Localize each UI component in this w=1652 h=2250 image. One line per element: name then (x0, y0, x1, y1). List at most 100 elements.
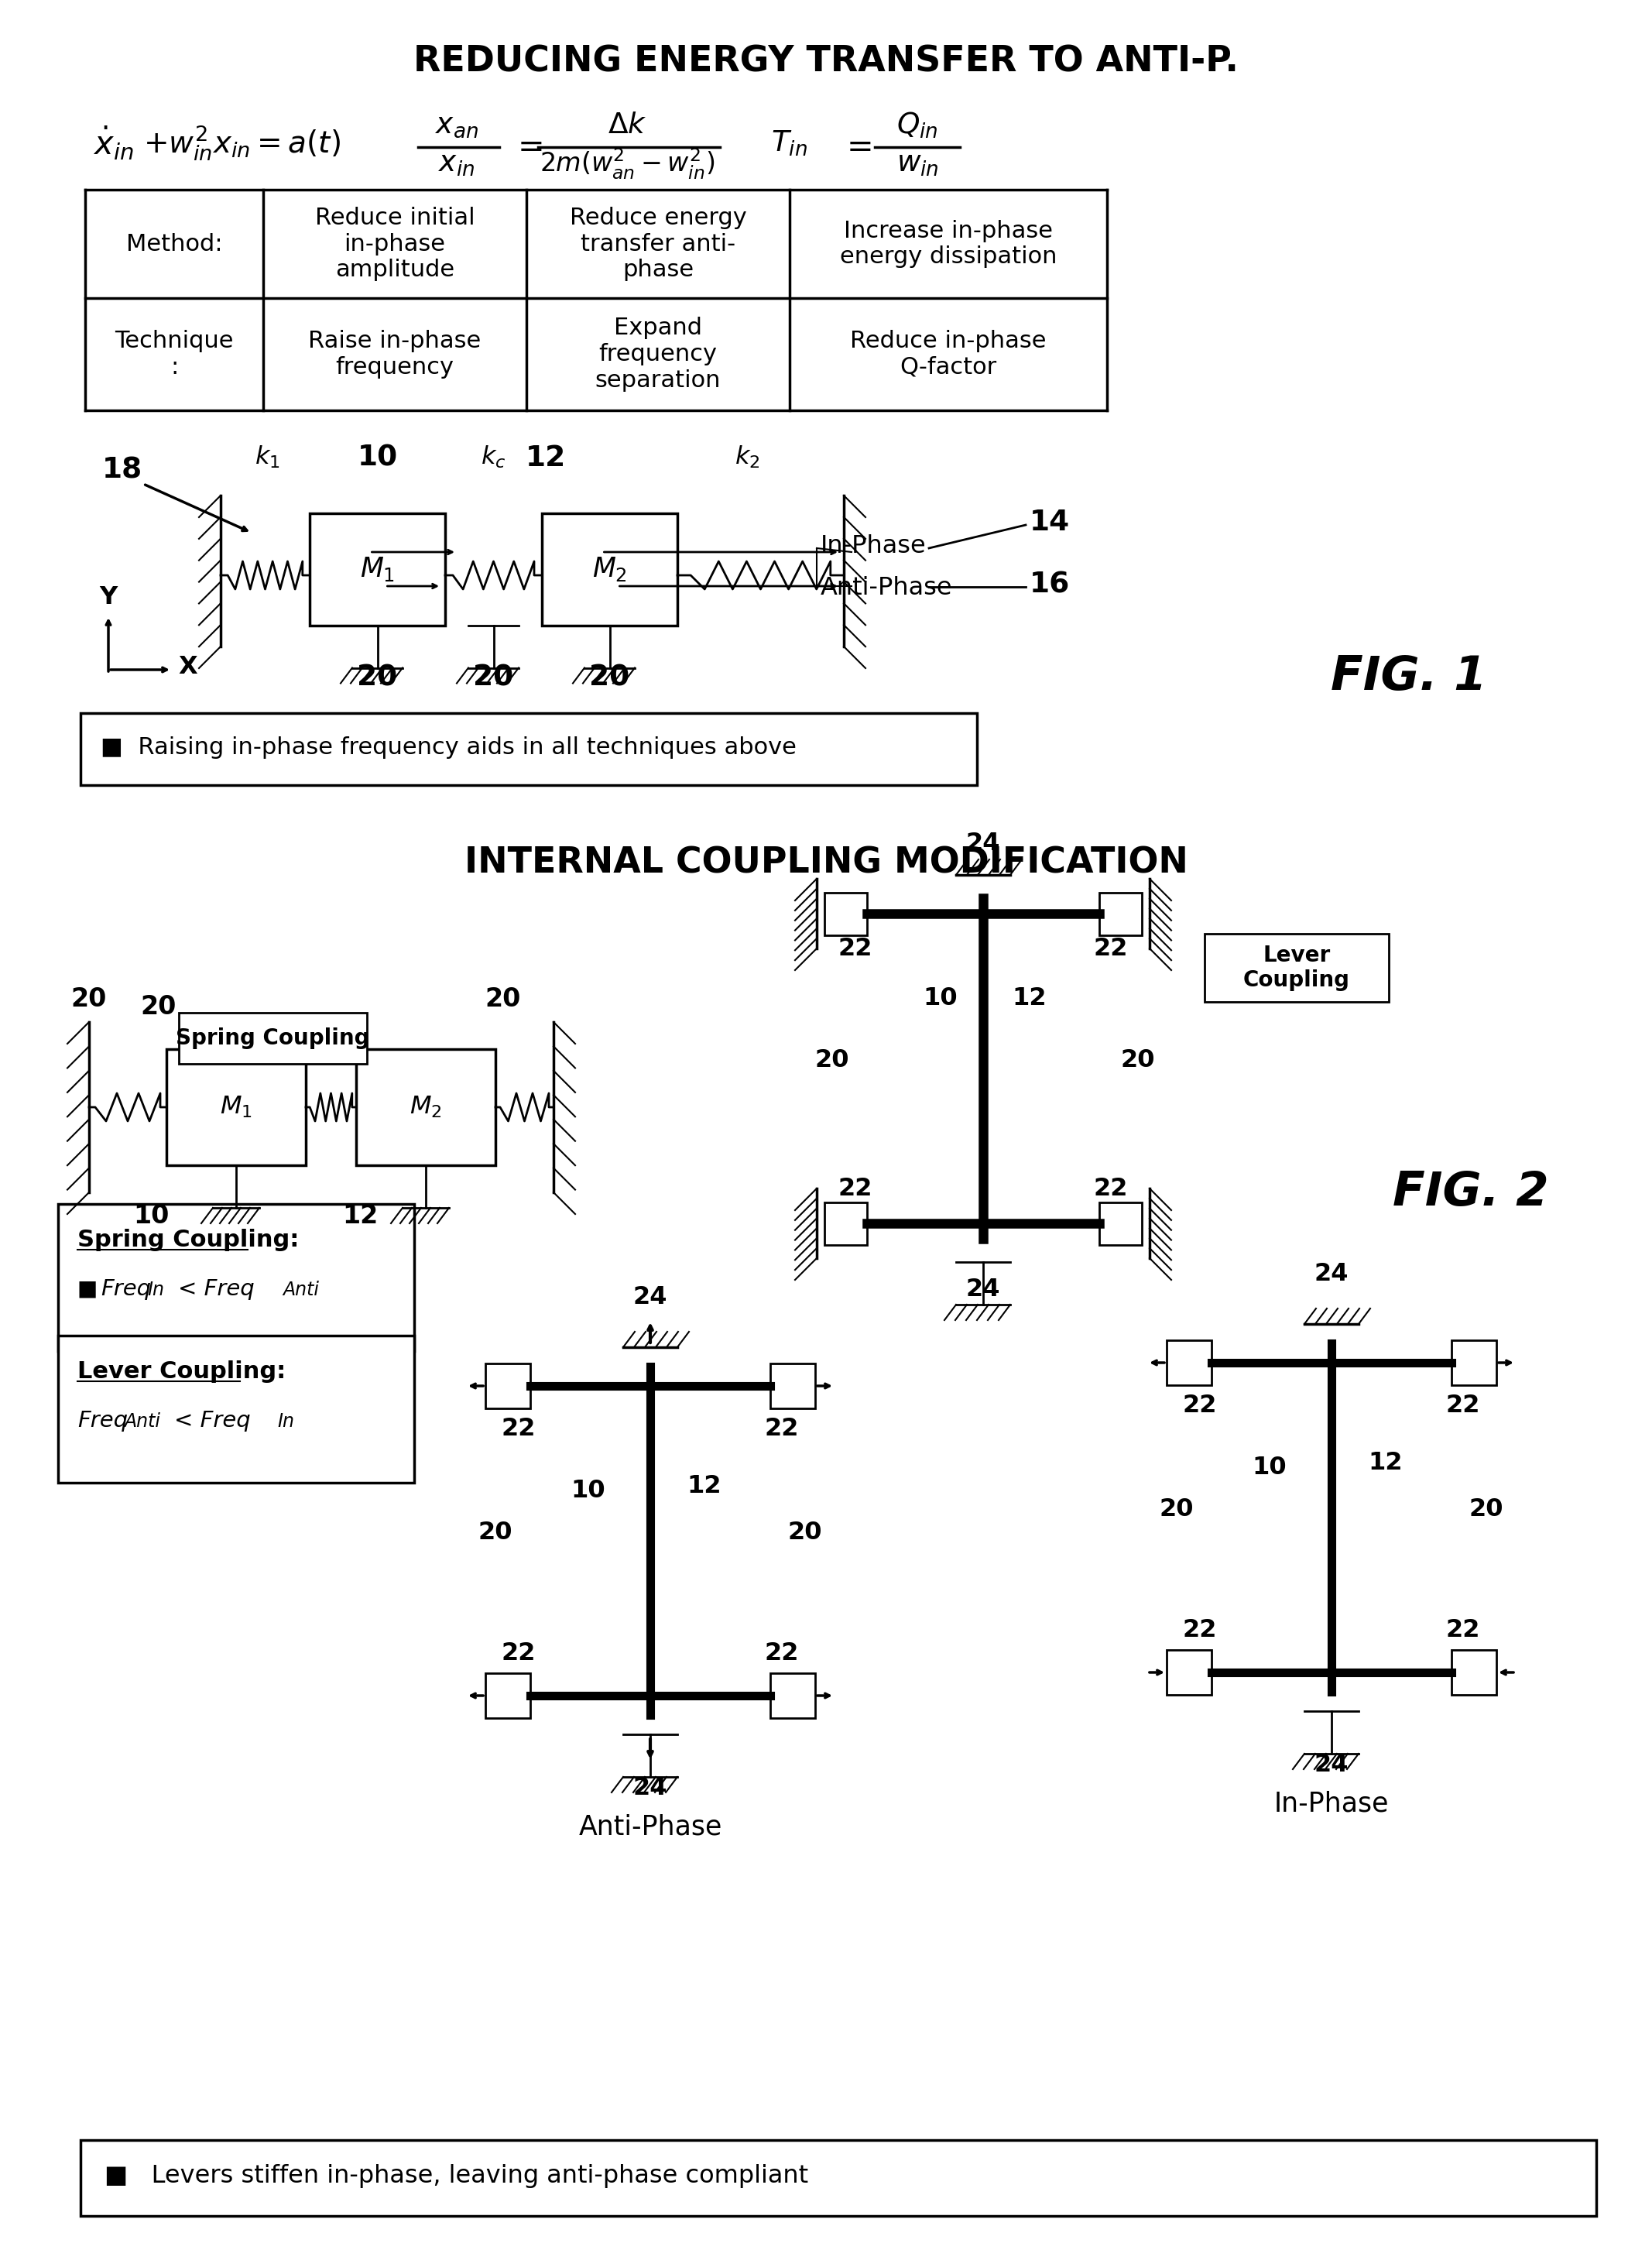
FancyBboxPatch shape (58, 1204, 415, 1350)
Text: 22: 22 (1183, 1618, 1218, 1642)
Bar (1166, 1341, 1211, 1386)
FancyBboxPatch shape (81, 713, 976, 785)
Text: $+ w_{in}^2 x_{in} = a(t)$: $+ w_{in}^2 x_{in} = a(t)$ (144, 124, 340, 162)
Bar (770, 1674, 814, 1719)
FancyBboxPatch shape (81, 2140, 1596, 2216)
Text: 20: 20 (477, 1521, 512, 1546)
Text: 10: 10 (923, 988, 958, 1010)
Text: X: X (178, 655, 197, 679)
Text: $2m(w_{an}^2 - w_{in}^2)$: $2m(w_{an}^2 - w_{in}^2)$ (540, 146, 715, 182)
Text: 20: 20 (590, 664, 629, 691)
Text: In: In (278, 1413, 294, 1431)
Bar (357, 1048, 496, 1166)
Text: Anti: Anti (282, 1280, 319, 1298)
Text: 24: 24 (966, 1278, 1001, 1300)
Text: 20: 20 (1120, 1048, 1155, 1073)
Text: Freq: Freq (78, 1411, 127, 1431)
Text: 20: 20 (1160, 1498, 1194, 1521)
Text: 14: 14 (1029, 508, 1070, 535)
FancyBboxPatch shape (178, 1012, 367, 1064)
Text: $M_2$: $M_2$ (591, 556, 628, 583)
Text: 24: 24 (1315, 1753, 1348, 1777)
Text: $k_2$: $k_2$ (735, 443, 760, 470)
Text: 22: 22 (1446, 1393, 1480, 1418)
Text: Spring Coupling:: Spring Coupling: (78, 1228, 299, 1251)
FancyBboxPatch shape (1204, 934, 1389, 1001)
Bar (824, 893, 867, 936)
Text: Freq: Freq (101, 1278, 150, 1300)
Text: 22: 22 (1094, 936, 1128, 961)
Text: 10: 10 (1252, 1456, 1287, 1478)
Text: $=$: $=$ (510, 128, 542, 162)
Text: 20: 20 (814, 1048, 849, 1073)
Text: ■   Levers stiffen in-phase, leaving anti-phase compliant: ■ Levers stiffen in-phase, leaving anti-… (104, 2164, 808, 2187)
Text: REDUCING ENERGY TRANSFER TO ANTI-P.: REDUCING ENERGY TRANSFER TO ANTI-P. (413, 45, 1239, 79)
Text: $k_1$: $k_1$ (254, 443, 279, 470)
Text: $Q_{in}$: $Q_{in}$ (897, 110, 938, 140)
Text: $w_{in}$: $w_{in}$ (895, 151, 938, 178)
Text: Lever Coupling:: Lever Coupling: (78, 1361, 286, 1384)
Text: < Freq: < Freq (173, 1411, 251, 1431)
Text: Reduce in-phase
Q-factor: Reduce in-phase Q-factor (851, 331, 1046, 378)
Text: 22: 22 (838, 936, 872, 961)
Bar (486, 1674, 530, 1719)
Text: 24: 24 (966, 832, 1001, 855)
Text: 24: 24 (633, 1285, 667, 1309)
Text: < Freq: < Freq (178, 1278, 254, 1300)
Text: $x_{an}$: $x_{an}$ (434, 112, 479, 140)
Text: 22: 22 (502, 1640, 535, 1665)
Text: $M_2$: $M_2$ (410, 1096, 441, 1120)
Text: 20: 20 (71, 985, 107, 1012)
Text: 12: 12 (1368, 1451, 1403, 1476)
Bar (542, 513, 677, 626)
Text: FIG. 2: FIG. 2 (1393, 1170, 1550, 1215)
Text: 22: 22 (1094, 1177, 1128, 1202)
Text: 22: 22 (838, 1177, 872, 1202)
Text: Increase in-phase
energy dissipation: Increase in-phase energy dissipation (839, 220, 1057, 268)
Text: 10: 10 (357, 446, 398, 472)
Text: $x_{in}$: $x_{in}$ (438, 151, 476, 178)
Text: Anti-Phase: Anti-Phase (821, 576, 953, 601)
Text: Expand
frequency
separation: Expand frequency separation (595, 317, 720, 392)
Text: 10: 10 (134, 1204, 169, 1228)
Text: $T_{in}$: $T_{in}$ (771, 128, 808, 158)
Text: 20: 20 (474, 664, 514, 691)
Text: In-Phase: In-Phase (1274, 1791, 1389, 1818)
Text: 20: 20 (486, 985, 520, 1012)
Bar (167, 1048, 306, 1166)
Text: Technique
:: Technique : (114, 331, 233, 378)
Text: Reduce initial
in-phase
amplitude: Reduce initial in-phase amplitude (316, 207, 474, 281)
Bar (486, 1364, 530, 1408)
Text: FIG. 1: FIG. 1 (1332, 655, 1487, 700)
Text: 10: 10 (572, 1478, 606, 1503)
Text: Method:: Method: (126, 232, 223, 254)
Text: 24: 24 (1315, 1262, 1348, 1285)
Bar (1099, 893, 1142, 936)
Text: Lever
Coupling: Lever Coupling (1244, 945, 1350, 992)
Text: 22: 22 (502, 1418, 535, 1440)
Text: In: In (147, 1280, 164, 1298)
Text: 20: 20 (140, 994, 177, 1019)
Text: Anti-Phase: Anti-Phase (578, 1814, 722, 1840)
Text: $\Delta k$: $\Delta k$ (608, 112, 646, 140)
Text: ■  Raising in-phase frequency aids in all techniques above: ■ Raising in-phase frequency aids in all… (101, 736, 796, 758)
Text: 20: 20 (1469, 1498, 1503, 1521)
Bar (1099, 1202, 1142, 1244)
Text: Reduce energy
transfer anti-
phase: Reduce energy transfer anti- phase (570, 207, 747, 281)
Text: 12: 12 (525, 446, 567, 472)
Bar (1452, 1649, 1497, 1694)
Bar (1452, 1341, 1497, 1386)
Text: Y: Y (99, 585, 117, 610)
Text: Anti: Anti (124, 1413, 160, 1431)
Text: $\dot{x}_{in}$: $\dot{x}_{in}$ (93, 124, 134, 162)
Bar (824, 1202, 867, 1244)
Text: Spring Coupling: Spring Coupling (175, 1028, 370, 1048)
Bar (770, 1364, 814, 1408)
Text: 22: 22 (765, 1640, 800, 1665)
Text: 22: 22 (1183, 1393, 1218, 1418)
Text: $=$: $=$ (839, 128, 871, 162)
Text: $M_1$: $M_1$ (220, 1096, 253, 1120)
Text: 22: 22 (765, 1418, 800, 1440)
Bar (1166, 1649, 1211, 1694)
Text: 16: 16 (1029, 572, 1070, 598)
